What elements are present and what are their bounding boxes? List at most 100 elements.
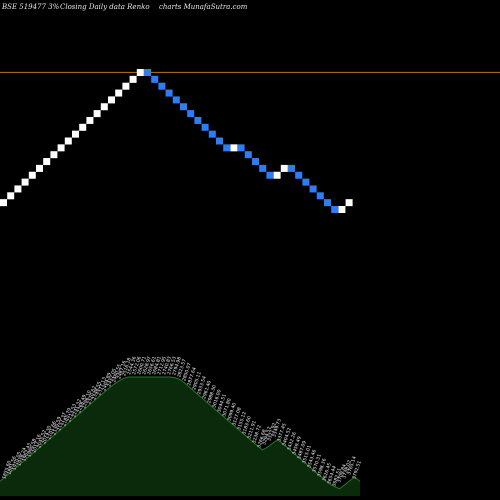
renko-brick [295,171,303,179]
renko-brick [259,164,267,172]
volume-label: 1938.24 [16,447,28,467]
renko-brick [129,75,137,83]
renko-brick [266,171,274,179]
volume-label: 1855.60 [1,460,13,480]
volume-label: 3211.91 [246,420,258,440]
volume-label: 2628.97 [141,356,153,376]
renko-brick [223,144,231,152]
renko-brick [324,199,331,207]
renko-brick [64,137,72,145]
renko-brick [345,199,353,207]
renko-brick [302,178,310,186]
renko-brick [237,144,245,152]
renko-brick [201,123,209,131]
renko-brick [230,144,238,152]
header-description: Closing Daily data Renko [60,3,150,11]
volume-label: 1910.05 [11,451,23,471]
renko-brick [172,96,180,104]
volume-label: 3626.45 [321,462,333,482]
volume-label: 3238.72 [251,424,263,444]
renko-brick [36,164,43,172]
volume-label: 2740.83 [161,356,173,376]
renko-brick [158,82,166,90]
volume-label: 3765.14 [346,456,358,476]
volume-label: 2268.49 [76,394,88,414]
volume-label: 2432.05 [106,368,118,388]
volume-label: 2961.40 [201,380,213,400]
renko-brick [165,89,173,97]
volume-label: 3709.84 [336,464,348,484]
volume-label: 3543.46 [306,449,318,469]
volume-outline [0,376,361,490]
volume-label: 3349.73 [271,418,283,438]
renko-brick [136,69,144,76]
volume-label: 3792.51 [351,460,363,480]
volume-label: 3515.01 [301,445,313,465]
renko-brick [273,171,281,179]
renko-brick [309,185,317,193]
volume-label: 2017.16 [31,434,43,454]
volume-label: 2045.52 [36,429,48,449]
renko-brick [151,75,159,83]
volume-label: 2404.89 [101,372,113,392]
volume-label: 3738.02 [341,459,353,479]
volume-label: 2377.13 [96,376,108,396]
volume-label: 2213.53 [66,403,78,423]
renko-brick [79,123,87,131]
volume-label: 2905.11 [191,371,203,391]
renko-brick [280,164,288,172]
volume-label: 2185.79 [61,407,73,427]
renko-brick [28,171,36,179]
renko-brick [216,137,223,145]
renko-brick [144,69,151,76]
renko-brick [180,103,187,111]
volume-label: 3294.52 [261,426,273,446]
volume-label: 3183.60 [241,415,253,435]
volume-label: 3155.12 [236,411,248,431]
volume-label: 3487.09 [296,440,308,460]
volume-label: 2933.54 [196,375,208,395]
volume-label: 2320.62 [86,385,98,405]
volume-label: 2348.55 [91,381,103,401]
volume-label: 3404.52 [281,427,293,447]
volume-label: 2766.53 [166,356,178,376]
renko-brick [187,110,195,118]
renko-brick [316,192,324,200]
volume-label: 3432.26 [286,431,298,451]
volume-label: 2850.07 [181,362,193,382]
volume-label: 3266.68 [256,429,268,449]
volume-label: 2157.37 [56,412,68,432]
renko-brick [122,82,130,90]
volume-label: 2656.61 [146,356,158,376]
volume-label: 3459.49 [291,436,303,456]
volume-label: 2487.16 [116,360,128,380]
renko-brick [21,178,29,186]
volume-label: 1990.58 [26,438,38,458]
renko-brick [115,89,123,97]
volume-panel [0,376,361,496]
renko-brick [244,151,252,159]
volume-label: 2544.36 [126,356,138,376]
renko-brick [93,110,101,118]
renko-brick [108,96,115,104]
volume-label: 3071.80 [221,398,233,418]
renko-brick [252,158,259,166]
volume-label: 2572.06 [131,356,143,376]
volume-label: 3321.92 [266,422,278,442]
volume-label: 2516.18 [121,357,133,377]
volume-label: 3127.08 [231,407,243,427]
volume-labels: 1855.601881.561910.051938.241962.431990.… [1,356,363,488]
renko-brick [50,151,58,159]
volume-label: 3044.51 [216,393,228,413]
volume-label: 2296.10 [81,390,93,410]
renko-bricks [0,69,353,213]
renko-brick [0,199,7,207]
renko-brick [72,130,79,138]
volume-label: 2794.98 [171,356,183,376]
volume-label: 3016.00 [211,389,223,409]
renko-brick [331,206,339,213]
renko-brick [86,116,94,124]
volume-label: 2823.57 [176,358,188,378]
volume-label: 3099.40 [226,402,238,422]
